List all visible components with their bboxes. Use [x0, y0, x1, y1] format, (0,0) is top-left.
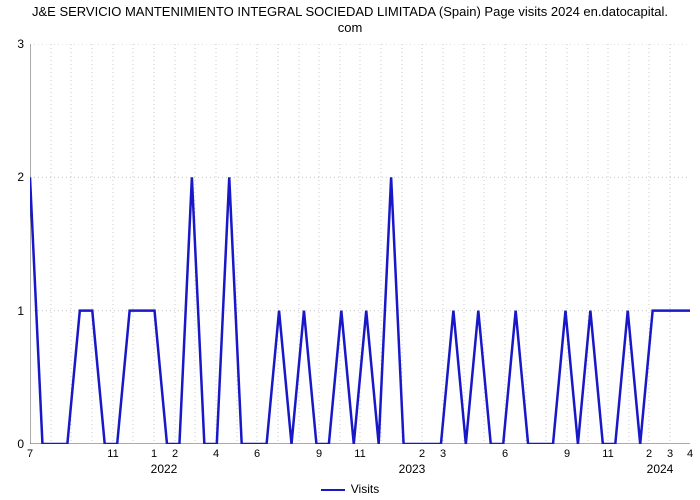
legend: Visits	[0, 482, 700, 496]
year-label: 2023	[399, 462, 426, 476]
x-tick-label: 6	[254, 448, 260, 460]
title-line-1: J&E SERVICIO MANTENIMIENTO INTEGRAL SOCI…	[32, 4, 668, 19]
x-tick-label: 2	[646, 448, 652, 460]
x-tick-label: 9	[564, 448, 570, 460]
legend-label: Visits	[351, 482, 379, 496]
x-tick-label: 4	[687, 448, 693, 460]
chart-title: J&E SERVICIO MANTENIMIENTO INTEGRAL SOCI…	[0, 4, 700, 37]
x-tick-label: 1	[151, 448, 157, 460]
legend-line-sample	[321, 489, 345, 491]
x-tick-label: 11	[354, 448, 365, 460]
x-tick-label: 11	[602, 448, 613, 460]
plot-area	[30, 44, 690, 444]
x-tick-label: 2	[419, 448, 425, 460]
x-tick-label: 6	[502, 448, 508, 460]
x-tick-label: 3	[667, 448, 673, 460]
x-tick-label: 9	[316, 448, 322, 460]
y-tick-label: 2	[10, 170, 24, 184]
x-tick-label: 2	[172, 448, 178, 460]
x-tick-label: 7	[27, 448, 33, 460]
y-tick-label: 1	[10, 304, 24, 318]
x-tick-label: 4	[213, 448, 219, 460]
x-tick-label: 11	[107, 448, 118, 460]
year-label: 2022	[151, 462, 178, 476]
y-tick-label: 3	[10, 37, 24, 51]
year-label: 2024	[647, 462, 674, 476]
chart-container: { "title_line1": "J&E SERVICIO MANTENIMI…	[0, 0, 700, 500]
line-chart-svg	[30, 44, 690, 444]
x-tick-label: 3	[440, 448, 446, 460]
title-line-2: com	[338, 20, 363, 35]
y-tick-label: 0	[10, 437, 24, 451]
